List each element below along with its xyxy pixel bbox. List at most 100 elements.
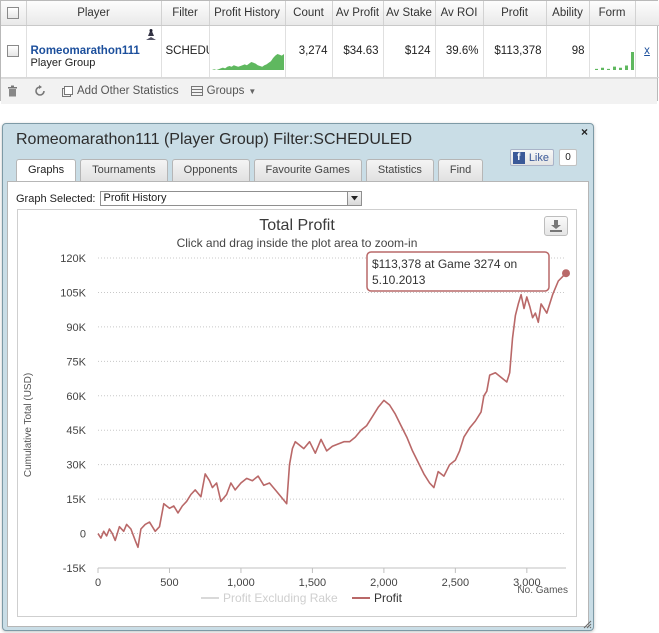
x-tick-label: 500: [160, 577, 178, 589]
refresh-button[interactable]: [34, 85, 50, 97]
y-tick-label: 105K: [60, 287, 86, 299]
x-tick-label: 0: [95, 577, 101, 589]
col-header-av-profit[interactable]: Av Profit: [332, 1, 384, 26]
like-label: Like: [528, 151, 549, 164]
add-columns-icon: [62, 85, 73, 97]
graph-select[interactable]: Profit History: [99, 191, 362, 206]
profit-history-sparkline: [209, 25, 286, 78]
table-toolbar: Add Other Statistics Groups ▼: [1, 77, 657, 104]
tab-favourite-games[interactable]: Favourite Games: [253, 159, 362, 181]
y-tick-label: 0: [80, 529, 86, 541]
x-axis-ticks: 0 500 1,000 1,500 2,000 2,500 3,000: [95, 567, 566, 589]
refresh-icon: [35, 85, 45, 96]
close-icon[interactable]: ×: [580, 125, 588, 139]
tab-graphs[interactable]: Graphs: [16, 159, 77, 182]
x-tick-label: 1,000: [227, 577, 255, 589]
profit-chart[interactable]: Total Profit Click and drag inside the p…: [18, 210, 576, 616]
form-bar: [600, 67, 604, 70]
add-statistics-label: Add Other Statistics: [77, 85, 179, 97]
col-header-ability[interactable]: Ability: [546, 1, 590, 26]
form-bar: [612, 66, 616, 70]
legend-item-profit[interactable]: Profit: [374, 591, 403, 605]
col-header-form[interactable]: Form: [589, 1, 636, 26]
chart-tooltip: $113,378 at Game 3274 on 5.10.2013: [366, 251, 550, 292]
row-checkbox[interactable]: [7, 44, 20, 57]
facebook-icon: f: [512, 151, 525, 164]
facebook-like: f Like 0: [509, 149, 577, 166]
col-header-profit-history[interactable]: Profit History: [209, 1, 286, 26]
x-tick-label: 3,000: [513, 577, 541, 589]
groups-icon: [190, 86, 203, 96]
dialog-title: Romeomarathon111 (Player Group) Filter:S…: [16, 131, 412, 148]
graph-select-value: Profit History: [103, 192, 167, 204]
filter-cell: SCHEDULED: [161, 25, 210, 78]
tooltip-box: [366, 251, 550, 292]
player-cell: Romeomarathon111 Player Group: [26, 25, 162, 78]
remove-row-link[interactable]: x: [635, 25, 659, 78]
profit-line: [97, 272, 567, 549]
stats-table: Player Filter Profit History Count Av Pr…: [1, 1, 659, 78]
groups-dropdown[interactable]: Groups ▼: [190, 85, 257, 97]
y-axis-label: Cumulative Total (USD): [23, 373, 34, 477]
player-dialog: Romeomarathon111 (Player Group) Filter:S…: [2, 123, 594, 631]
form-bar: [606, 68, 610, 70]
y-tick-label: -15K: [63, 563, 87, 575]
y-tick-label: 75K: [66, 356, 86, 368]
graphs-panel: Graph Selected: Profit History Total Pro…: [7, 181, 589, 627]
select-all-cell[interactable]: [1, 1, 27, 26]
tab-statistics[interactable]: Statistics: [365, 159, 434, 181]
chart-title: Total Profit: [259, 217, 335, 234]
tab-find[interactable]: Find: [437, 159, 484, 181]
form-bar: [630, 51, 634, 70]
form-bar: [594, 68, 598, 70]
graph-select-row: Graph Selected: Profit History: [16, 191, 362, 206]
facebook-like-button[interactable]: f Like: [509, 149, 554, 166]
profit-last-point: [562, 269, 570, 278]
x-axis-label: No. Games: [517, 585, 568, 596]
legend-item-excluding-rake[interactable]: Profit Excluding Rake: [223, 591, 338, 605]
col-header-av-roi[interactable]: Av ROI: [435, 1, 484, 26]
chart-legend: Profit Excluding Rake Profit: [201, 591, 403, 605]
tooltip-text: $113,378 at Game 3274 on 5.10.2013: [372, 257, 518, 287]
groups-label: Groups: [206, 85, 245, 97]
tab-opponents[interactable]: Opponents: [171, 159, 250, 181]
x-tick-label: 1,500: [299, 577, 327, 589]
av-roi-cell: 39.6%: [435, 25, 484, 78]
select-all-checkbox[interactable]: [7, 6, 20, 19]
y-tick-label: 120K: [60, 253, 86, 265]
like-count: 0: [559, 149, 577, 166]
col-header-filter[interactable]: Filter: [161, 1, 210, 26]
resize-grip-icon[interactable]: [583, 620, 592, 629]
col-header-player[interactable]: Player: [26, 1, 162, 26]
y-tick-label: 45K: [66, 425, 86, 437]
player-type-label: Player Group: [30, 57, 96, 69]
export-chart-button[interactable]: [544, 216, 568, 236]
dialog-tabs: Graphs Tournaments Opponents Favourite G…: [16, 159, 487, 182]
form-chart: [594, 51, 634, 70]
group-icon: [145, 28, 156, 40]
y-tick-label: 60K: [66, 391, 86, 403]
table-row: Romeomarathon111 Player Group SCHEDULED …: [1, 25, 659, 78]
col-header-av-stake[interactable]: Av Stake: [383, 1, 436, 26]
graph-selected-label: Graph Selected:: [16, 192, 96, 205]
y-tick-label: 30K: [66, 460, 86, 472]
add-statistics-button[interactable]: Add Other Statistics: [62, 85, 179, 97]
player-name-link[interactable]: Romeomarathon111: [30, 45, 140, 57]
delete-button[interactable]: [7, 85, 22, 97]
chart-container[interactable]: Total Profit Click and drag inside the p…: [17, 209, 577, 617]
chart-series: [97, 269, 570, 549]
col-header-count[interactable]: Count: [285, 1, 333, 26]
col-header-remove: [635, 1, 659, 26]
profit-cell: $113,378: [483, 25, 547, 78]
y-axis-ticks: -15K 0 15K 30K 45K 60K 75K 90K 105K 120K: [60, 253, 86, 575]
sparkline-chart: [211, 53, 284, 70]
count-cell: 3,274: [285, 25, 333, 78]
row-select-cell[interactable]: [1, 25, 27, 78]
stats-panel: Player Filter Profit History Count Av Pr…: [0, 0, 659, 104]
tab-tournaments[interactable]: Tournaments: [80, 159, 168, 181]
chevron-down-icon: ▼: [248, 86, 257, 96]
ability-cell: 98: [546, 25, 590, 78]
chart-subtitle: Click and drag inside the plot area to z…: [177, 236, 418, 250]
col-header-profit[interactable]: Profit: [483, 1, 547, 26]
chart-grid: [98, 257, 566, 569]
